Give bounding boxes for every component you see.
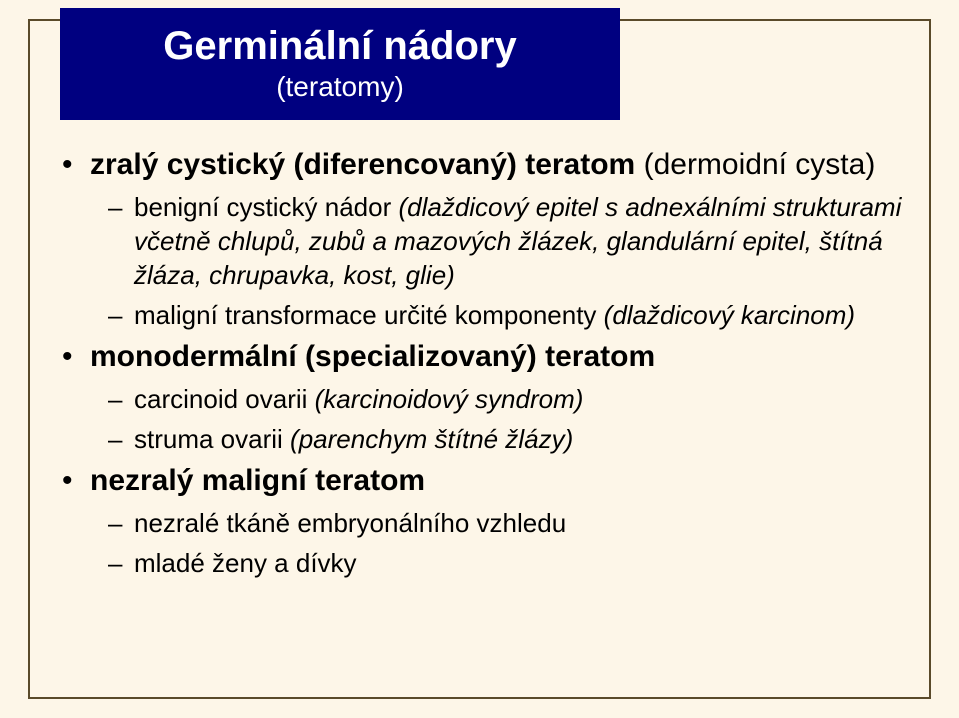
list-item-text: zralý cystický (diferencovaný) teratom (…: [90, 148, 875, 181]
sub-list: benigní cystický nádor (dlaždicový epite…: [108, 190, 911, 332]
plain-text: (dermoidní cysta): [644, 148, 876, 181]
plain-text: struma ovarii: [134, 424, 290, 454]
list-item-text: maligní transformace určité komponenty (…: [134, 300, 855, 330]
list-item: maligní transformace určité komponenty (…: [108, 298, 911, 332]
bold-text: nezralý maligní teratom: [90, 464, 425, 497]
bold-text: monodermální (specializovaný) teratom: [90, 340, 655, 373]
slide: Germinální nádory (teratomy) zralý cysti…: [0, 0, 959, 718]
list-item: nezralé tkáně embryonálního vzhledu: [108, 506, 911, 540]
list-item-text: mladé ženy a dívky: [134, 548, 357, 578]
bold-text: zralý cystický (diferencovaný) teratom: [90, 148, 644, 181]
list-item-text: struma ovarii (parenchym štítné žlázy): [134, 424, 573, 454]
list-item: struma ovarii (parenchym štítné žlázy): [108, 422, 911, 456]
plain-text: benigní cystický nádor: [134, 192, 398, 222]
sub-list: nezralé tkáně embryonálního vzhledu mlad…: [108, 506, 911, 580]
plain-text: carcinoid ovarii: [134, 384, 315, 414]
italic-text: (parenchym štítné žlázy): [290, 424, 573, 454]
italic-text: (karcinoidový syndrom): [315, 384, 584, 414]
slide-subtitle: (teratomy): [276, 70, 404, 104]
bullet-list: zralý cystický (diferencovaný) teratom (…: [62, 146, 911, 580]
list-item: benigní cystický nádor (dlaždicový epite…: [108, 190, 911, 292]
slide-content: zralý cystický (diferencovaný) teratom (…: [62, 146, 911, 586]
list-item-text: carcinoid ovarii (karcinoidový syndrom): [134, 384, 583, 414]
list-item-text: nezralé tkáně embryonálního vzhledu: [134, 508, 566, 538]
list-item: monodermální (specializovaný) teratom ca…: [62, 338, 911, 456]
plain-text: maligní transformace určité komponenty: [134, 300, 604, 330]
slide-title: Germinální nádory: [163, 24, 516, 68]
list-item: nezralý maligní teratom nezralé tkáně em…: [62, 462, 911, 580]
title-box: Germinální nádory (teratomy): [60, 8, 620, 120]
list-item-text: nezralý maligní teratom: [90, 464, 425, 497]
list-item: zralý cystický (diferencovaný) teratom (…: [62, 146, 911, 332]
list-item: mladé ženy a dívky: [108, 546, 911, 580]
sub-list: carcinoid ovarii (karcinoidový syndrom) …: [108, 382, 911, 456]
list-item: carcinoid ovarii (karcinoidový syndrom): [108, 382, 911, 416]
plain-text: mladé ženy a dívky: [134, 548, 357, 578]
list-item-text: monodermální (specializovaný) teratom: [90, 340, 655, 373]
plain-text: nezralé tkáně embryonálního vzhledu: [134, 508, 566, 538]
list-item-text: benigní cystický nádor (dlaždicový epite…: [134, 192, 901, 290]
italic-text: (dlaždicový karcinom): [604, 300, 855, 330]
